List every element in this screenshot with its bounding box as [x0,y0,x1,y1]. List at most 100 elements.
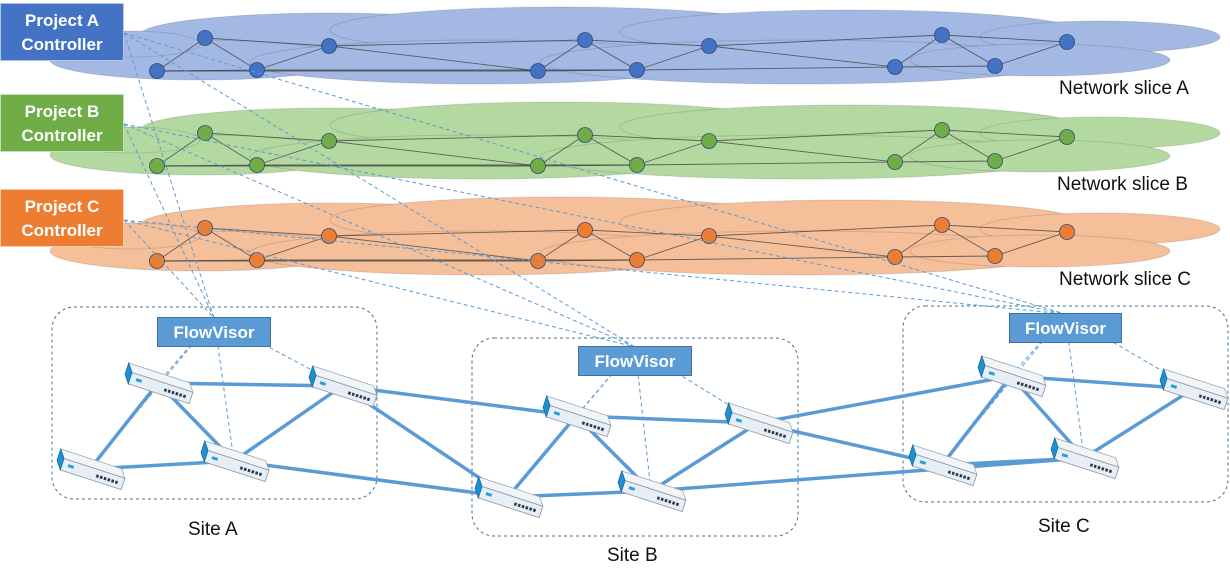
physical-link [506,414,578,499]
switch-port [366,397,371,402]
project-a-controller: Project A Controller [0,3,124,61]
slice-node [987,153,1003,169]
switch-icon [474,475,544,519]
slice-node [197,125,213,141]
cloud-lobe [909,139,1171,173]
site-a-label: Site A [188,519,238,540]
switch-port [593,425,597,429]
slice-node [629,157,645,173]
switch-port [103,476,107,481]
slice-link [204,132,330,142]
physical-link [940,374,1013,467]
site-b-label: Site B [607,545,658,566]
switch-port [1097,465,1101,470]
switch-led [135,378,143,383]
switch-port [1213,399,1218,403]
flowvisor-site-c: FlowVisor [1009,313,1122,343]
network-slice-b-label: Network slice B [1057,174,1188,195]
slice-node [1059,34,1075,50]
cloud-lobe [909,234,1171,268]
switch-side [977,354,986,379]
switch-led [553,411,561,416]
control-dashed-line [123,32,1066,315]
switch-led [211,456,219,461]
switch-side [724,401,733,426]
switch-port [1108,469,1113,474]
slice-node [701,38,717,54]
slice-link [994,41,1068,67]
switch-side [200,439,209,464]
switch-port [767,429,771,434]
switch-side [474,475,483,500]
switch-port [171,390,175,395]
control-dashed-line [123,219,215,319]
slice-node [530,158,546,174]
cloud-lobe [909,43,1171,77]
switch-port [1217,400,1222,405]
switch-port [1202,395,1206,400]
switch-side [56,447,65,472]
slice-link [708,140,896,163]
switch-port [347,391,352,395]
slice-node [629,252,645,268]
slice-link [584,39,710,47]
slice-node [321,228,337,244]
slice-node [321,38,337,54]
switch-port [1028,385,1032,389]
switch-port [778,433,783,437]
slice-link [584,134,710,142]
slice-node [934,122,950,138]
switch-led [485,492,493,497]
slice-node [577,222,593,238]
switch-port [664,498,668,503]
switch-side [617,469,626,494]
control-dashed-line [123,123,636,348]
switch-port [962,475,967,479]
slice-link [156,259,258,262]
project-b-controller: Project B Controller [0,94,124,152]
slice-node [629,62,645,78]
slice-link [537,229,586,262]
slice-link [894,65,996,68]
slice-link [328,134,586,142]
project-b-label: Project B [24,102,100,121]
switch-port [254,471,259,475]
switch-led [735,418,743,423]
switch-port [532,508,537,513]
switch-led [1061,453,1069,458]
switch-port [1101,467,1105,471]
slice-link [994,136,1068,162]
switch-port [771,430,775,435]
slice-node [577,32,593,48]
slice-link [204,37,258,71]
switch-icon [1050,436,1120,480]
switch-port [110,479,115,483]
switch-port [513,502,518,506]
switch-port [239,466,244,470]
slice-nodes [149,27,1075,269]
switch-led [988,371,996,376]
slice-node [149,63,165,79]
slice-link [328,229,586,237]
switch-port [359,395,363,399]
flowvisor-site-b: FlowVisor [578,346,692,376]
physical-link [233,459,509,499]
slice-node [1059,129,1075,145]
slice-link [708,45,896,68]
switch-port [1198,394,1203,398]
slice-link [328,235,539,262]
switch-port [1020,382,1024,387]
slice-link [584,229,638,261]
switch-port [951,471,955,476]
slice-link [156,132,206,167]
switch-port [775,432,779,436]
flowvisor-site-a: FlowVisor [157,317,271,347]
switch-port [167,389,171,394]
switch-port [99,475,103,480]
cloud-icon [49,101,1221,180]
slice-link [204,132,258,166]
site-box [902,305,1229,503]
switch-led [319,381,327,386]
switch-icon [908,443,978,487]
